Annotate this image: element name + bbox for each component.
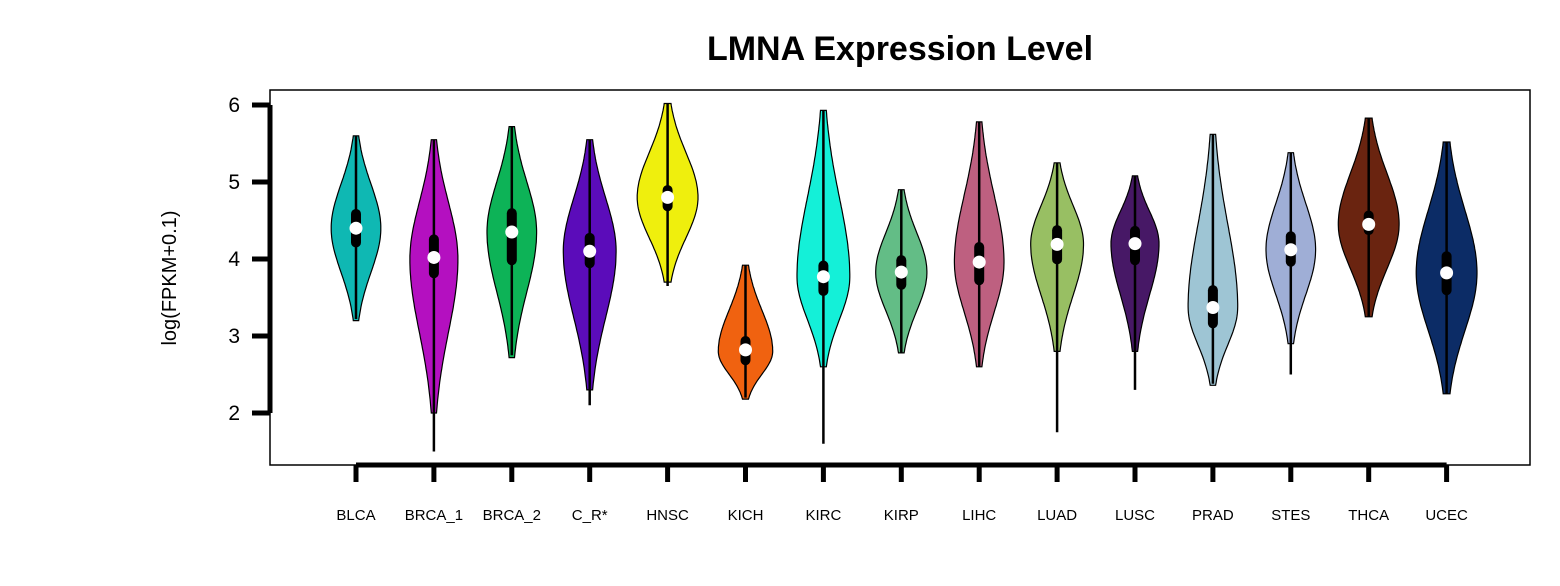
violin-median-point: [583, 244, 597, 258]
x-tick-label: LUAD: [1037, 507, 1077, 524]
chart-title: LMNA Expression Level: [707, 30, 1093, 68]
x-tick-label: KIRC: [805, 507, 841, 524]
violin-stes: [1265, 152, 1317, 375]
violin-median-point: [1284, 243, 1298, 257]
violin-brca-1: [409, 139, 459, 452]
violin-lusc: [1110, 175, 1160, 390]
violin-median-point: [1128, 237, 1142, 251]
x-tick-label: PRAD: [1192, 507, 1234, 524]
y-tick-label: 5: [228, 171, 240, 194]
violin-median-point: [1206, 301, 1220, 315]
violin-lihc: [953, 121, 1005, 368]
violin-kich: [717, 264, 774, 400]
violin-ucec: [1415, 141, 1478, 395]
x-axis: BLCA BRCA_1 BRCA_2 C_R* HNSC KICH KIRC KIRP LIHC…: [336, 462, 1468, 524]
x-tick-label: KICH: [728, 507, 764, 524]
violin-median-point: [1050, 237, 1064, 251]
violin-brca-2: [486, 126, 538, 359]
violin-kirp: [875, 189, 928, 354]
violin-prad: [1187, 133, 1239, 386]
x-tick-label: UCEC: [1425, 507, 1468, 524]
y-axis-label: log(FPKM+0.1): [159, 210, 181, 345]
violin-median-point: [1440, 266, 1454, 280]
violin-median-point: [816, 270, 830, 284]
violin-median-point: [349, 221, 363, 235]
violin-kirc: [796, 109, 851, 444]
violin-median-point: [661, 190, 675, 204]
violin-median-point: [894, 265, 908, 279]
x-tick-label: BLCA: [336, 507, 375, 524]
y-tick-label: 6: [228, 94, 240, 117]
violin-median-point: [505, 225, 519, 239]
y-tick-label: 3: [228, 325, 240, 348]
violin-median-point: [739, 343, 752, 357]
violin-median-point: [1362, 217, 1376, 231]
violin-thca: [1337, 117, 1400, 318]
x-tick-label: STES: [1271, 507, 1310, 524]
violin-hnsc: [636, 102, 699, 286]
violin-blca: [330, 135, 382, 322]
violin-median-point: [427, 250, 441, 264]
violin-luad: [1030, 162, 1085, 433]
y-axis: 2 3 4 5 6: [228, 94, 273, 425]
violin-c-r-: [562, 139, 617, 406]
y-tick-label: 2: [228, 402, 240, 425]
x-tick-label: HNSC: [646, 507, 689, 524]
x-tick-label: BRCA_1: [405, 507, 463, 524]
x-tick-label: THCA: [1348, 507, 1389, 524]
violins-layer: [330, 102, 1478, 452]
x-tick-label: BRCA_2: [483, 507, 541, 524]
x-tick-label: LUSC: [1115, 507, 1155, 524]
x-tick-label: LIHC: [962, 507, 996, 524]
y-tick-label: 4: [228, 248, 240, 271]
x-tick-label: C_R*: [572, 507, 608, 524]
x-tick-label: KIRP: [884, 507, 919, 524]
violin-median-point: [972, 255, 986, 269]
